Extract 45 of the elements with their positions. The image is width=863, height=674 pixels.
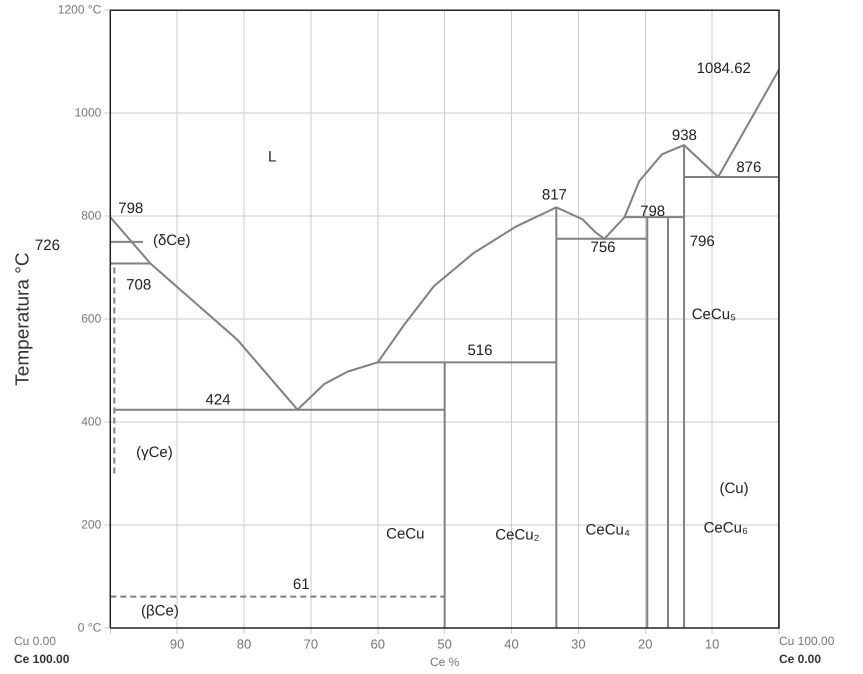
x-tick-label: 90 bbox=[170, 636, 184, 652]
annotation: 61 bbox=[292, 576, 310, 593]
annotation: 798 bbox=[118, 200, 144, 218]
y-tick-label: 800 bbox=[81, 208, 102, 222]
text: 726 bbox=[34, 237, 60, 254]
y-tick-label: 200 bbox=[81, 517, 102, 532]
text: Cu 0.00 bbox=[14, 634, 56, 648]
x-tick-label: 50 bbox=[437, 636, 452, 652]
y-tick-label: 600 bbox=[81, 311, 102, 326]
annotation: 938 bbox=[672, 126, 697, 144]
annotation: CeCu bbox=[386, 525, 424, 542]
annotation: 708 bbox=[126, 276, 152, 294]
x-tick-label: 30 bbox=[571, 636, 586, 652]
x-tick-label: 60 bbox=[370, 636, 386, 652]
annotation: (Cu) bbox=[719, 480, 749, 498]
x-tick-label: 10 bbox=[704, 636, 720, 652]
annotation: 796 bbox=[690, 233, 715, 250]
annotation: CeCu₅ bbox=[692, 306, 736, 324]
annotation: 876 bbox=[736, 158, 762, 176]
y-tick-label: 0 °C bbox=[78, 620, 102, 634]
annotation: (δCe) bbox=[152, 232, 190, 249]
annotation: L bbox=[268, 148, 276, 166]
annotation: 817 bbox=[542, 186, 567, 204]
annotation: (βCe) bbox=[141, 602, 179, 620]
x-tick-label: 40 bbox=[504, 636, 519, 652]
y-axis-title: Temperatura °C bbox=[12, 252, 34, 386]
annotation: CeCu₆ bbox=[704, 519, 748, 536]
annotation: 424 bbox=[206, 392, 231, 409]
annotation: 798 bbox=[640, 203, 666, 220]
x-axis-title: Ce % bbox=[430, 655, 460, 670]
text: Cu 100.00 bbox=[779, 634, 834, 648]
x-tick-label: 70 bbox=[304, 636, 318, 652]
x-tick-label: 80 bbox=[236, 636, 252, 652]
y-tick-label: 1000 bbox=[74, 105, 102, 120]
annotation: 1084.62 bbox=[696, 60, 751, 78]
y-tick-label: 400 bbox=[81, 414, 102, 428]
text: Ce 0.00 bbox=[779, 652, 822, 666]
y-tick-label: 1200 °C bbox=[58, 2, 102, 17]
text: Ce 100.00 bbox=[14, 652, 70, 666]
annotation: (γCe) bbox=[136, 444, 173, 462]
annotation: CeCu₄ bbox=[586, 521, 630, 538]
annotation: 756 bbox=[590, 239, 616, 256]
annotation: CeCu₂ bbox=[495, 526, 540, 544]
annotation: 516 bbox=[467, 342, 492, 360]
x-tick-label: 20 bbox=[638, 636, 652, 652]
